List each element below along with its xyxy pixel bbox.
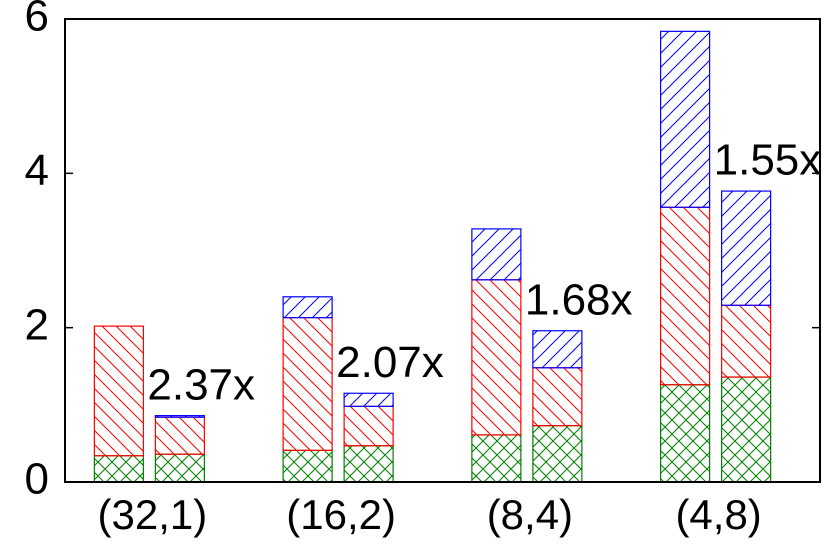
annotation: 2.37x [147, 360, 255, 409]
plot-frame [64, 18, 821, 483]
annotation: 1.68x [525, 275, 633, 324]
bar-segment [532, 330, 583, 369]
annotation: 2.07x [336, 338, 444, 387]
bar-segment [660, 384, 711, 483]
y-tick-label: 0 [25, 455, 49, 504]
bar-segment [721, 376, 772, 483]
bar-segment [282, 449, 333, 483]
y-tick-label: 4 [25, 146, 49, 195]
bar-segment [660, 30, 711, 208]
bar-segment [471, 228, 522, 281]
bar-segment [721, 190, 772, 306]
bar-segment [343, 445, 394, 483]
bar-segment [343, 392, 394, 407]
annotation: 1.55x [714, 136, 822, 185]
bar-segment [154, 415, 205, 418]
x-tick-label: (32,1) [98, 491, 208, 538]
bar-segment [282, 317, 333, 451]
bar-segment [660, 206, 711, 386]
bar-segment [93, 455, 144, 483]
bar-segment [93, 325, 144, 457]
bar-segment [154, 453, 205, 483]
x-tick-label: (8,4) [487, 491, 573, 538]
bar-segment [532, 425, 583, 483]
bar-segment [282, 296, 333, 319]
x-tick-label: (4,8) [675, 491, 761, 538]
bar-segment [343, 405, 394, 447]
bar-segment [471, 434, 522, 483]
y-tick-label: 2 [25, 300, 49, 349]
bar-segment [532, 367, 583, 427]
bar-segment [154, 416, 205, 455]
y-tick-label: 6 [25, 0, 49, 41]
bar-segment [721, 304, 772, 378]
bar-segment [471, 279, 522, 436]
x-tick-label: (16,2) [286, 491, 396, 538]
